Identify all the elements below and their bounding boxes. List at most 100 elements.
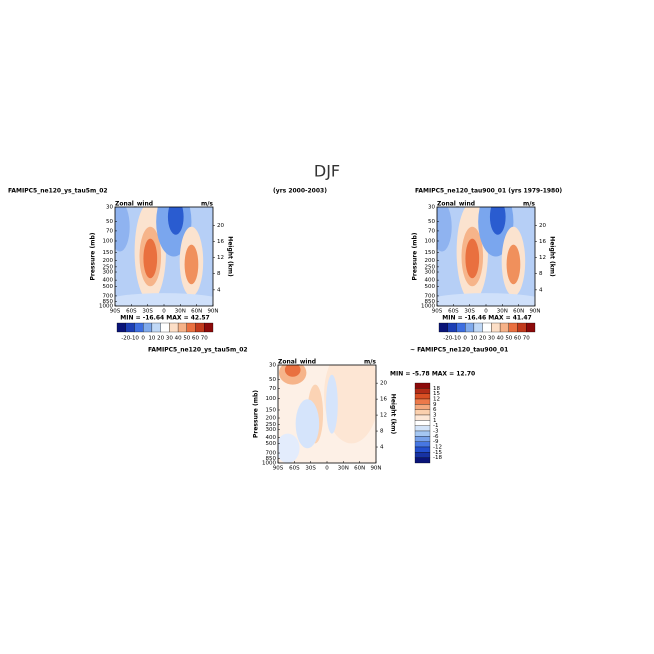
- y-tick-label: 250: [103, 264, 114, 270]
- y2-tick-label: 16: [380, 397, 387, 403]
- contour: [184, 244, 199, 285]
- colorbar-box: [438, 322, 448, 333]
- contour-field: [437, 207, 535, 306]
- variable: Zonal_wind: [278, 359, 316, 366]
- y2-tick-label: 16: [539, 239, 546, 245]
- y2-tick-label: 16: [217, 239, 224, 245]
- y-axis-label: Pressure (mb): [253, 390, 260, 438]
- y2-axis-label: Height (km): [549, 236, 556, 277]
- y-axis-label: Pressure (mb): [412, 232, 419, 280]
- y2-axis-label: Height (km): [390, 394, 397, 435]
- x-tick-label: 0: [484, 309, 488, 315]
- stats: MIN = -5.78 MAX = 12.70: [390, 371, 475, 378]
- colorbar-box: [447, 322, 457, 333]
- y-tick-label: 400: [425, 278, 436, 284]
- colorbar-box: [195, 322, 205, 333]
- colorbar-box: [456, 322, 466, 333]
- colorbar-label: 30: [166, 336, 173, 342]
- case-label: ~ FAMIPC5_ne120_tau900_01: [410, 347, 508, 354]
- variable: Zonal_wind: [437, 201, 475, 208]
- colorbar-label: -18: [433, 455, 442, 461]
- colorbar-label: -12: [433, 445, 442, 451]
- x-tick-label: 90S: [273, 466, 284, 472]
- colorbar-label: 0: [141, 336, 145, 342]
- units: m/s: [201, 201, 213, 208]
- colorbar-label: 60: [192, 336, 199, 342]
- y-axis-label: Pressure (mb): [90, 232, 97, 280]
- y2-tick-label: 8: [217, 271, 221, 277]
- colorbar-label: -9: [433, 439, 439, 445]
- y-tick-label: 850: [266, 456, 277, 462]
- y-tick-label: 200: [425, 258, 436, 264]
- units: m/s: [364, 359, 376, 366]
- variable: Zonal_wind: [115, 201, 153, 208]
- y-tick-label: 70: [428, 228, 435, 234]
- y2-axis-label: Height (km): [227, 236, 234, 277]
- colorbar-box: [517, 322, 527, 333]
- colorbar-box: [414, 414, 431, 421]
- colorbar-label: 20: [157, 336, 164, 342]
- y-tick-label: 300: [425, 270, 436, 276]
- colorbar-box: [414, 452, 431, 458]
- y-tick-label: 850: [425, 299, 436, 305]
- colorbar-box: [414, 436, 431, 442]
- contour: [326, 374, 338, 434]
- colorbar-box: [204, 322, 214, 333]
- y-tick-label: 250: [266, 422, 277, 428]
- y2-tick-label: 20: [539, 223, 546, 229]
- colorbar-box: [414, 404, 431, 410]
- x-tick-label: 30N: [338, 466, 349, 472]
- y2-tick-label: 20: [380, 381, 387, 387]
- y-tick-label: 100: [103, 238, 114, 244]
- y-tick-label: 30: [106, 205, 113, 211]
- colorbar-label: 70: [201, 336, 208, 342]
- colorbar-box: [414, 393, 431, 400]
- colorbar-label: 9: [433, 402, 437, 408]
- colorbar-box: [160, 322, 170, 333]
- colorbar-box: [186, 322, 196, 333]
- y-tick-label: 700: [425, 293, 436, 299]
- contour: [167, 207, 184, 235]
- case-label: FAMIPC5_ne120_tau900_01 (yrs 1979-1980): [415, 188, 562, 195]
- colorbar-label: 20: [479, 336, 486, 342]
- y-tick-label: 700: [266, 451, 277, 457]
- y-tick-label: 400: [103, 278, 114, 284]
- contour: [284, 365, 301, 377]
- x-tick-label: 60N: [513, 309, 524, 315]
- stats: MIN = -16.46 MAX = 41.47: [442, 315, 531, 322]
- colorbar-label: 3: [433, 413, 437, 419]
- y-tick-label: 400: [266, 435, 277, 441]
- y-tick-label: 100: [266, 396, 277, 402]
- colorbar-label: 50: [183, 336, 190, 342]
- y2-tick-label: 8: [380, 429, 384, 435]
- x-tick-label: 90N: [370, 466, 381, 472]
- contour: [437, 293, 535, 306]
- y-tick-label: 1000: [421, 304, 435, 310]
- x-tick-label: 90S: [110, 309, 121, 315]
- x-tick-label: 60N: [191, 309, 202, 315]
- case-label: FAMIPC5_ne120_ys_tau5m_02: [148, 347, 248, 354]
- colorbar-box: [414, 398, 431, 405]
- contour: [489, 207, 506, 235]
- x-tick-label: 30S: [305, 466, 316, 472]
- contour-field: [115, 207, 213, 306]
- colorbar-label: 10: [148, 336, 155, 342]
- colorbar-box: [414, 420, 431, 426]
- colorbar-box: [134, 322, 144, 333]
- contour: [437, 207, 452, 252]
- colorbar-box: [414, 388, 431, 394]
- colorbar-box: [414, 446, 431, 453]
- colorbar-box: [177, 322, 187, 333]
- y2-tick-label: 8: [539, 271, 543, 277]
- y-tick-label: 1000: [262, 461, 276, 467]
- y-tick-label: 150: [425, 250, 436, 256]
- contour-field: [278, 365, 376, 463]
- colorbar-box: [414, 441, 431, 448]
- y-tick-label: 30: [269, 363, 276, 369]
- colorbar-box: [508, 322, 518, 333]
- y2-tick-label: 12: [380, 413, 387, 419]
- y-tick-label: 50: [106, 219, 113, 225]
- x-tick-label: 60N: [354, 466, 365, 472]
- y-tick-label: 300: [266, 427, 277, 433]
